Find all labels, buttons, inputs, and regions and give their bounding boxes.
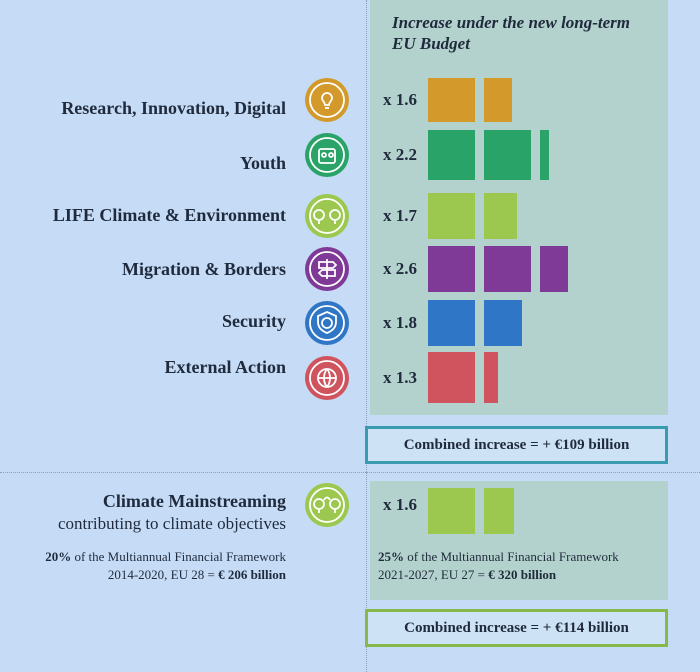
horizontal-divider — [0, 472, 700, 473]
lightbulb-icon — [305, 78, 349, 122]
new-text-2: 2021-2027, EU 27 = — [378, 567, 489, 582]
bar-segment — [484, 300, 522, 346]
bar-segment — [428, 352, 475, 403]
shield-globe-icon — [305, 301, 349, 345]
multiplier-label: x 1.3 — [383, 367, 417, 387]
category-label: Research, Innovation, Digital — [61, 98, 286, 118]
category-label: Security — [222, 311, 286, 331]
bar-segment — [484, 78, 512, 122]
bar-segment — [428, 300, 475, 346]
combined-increase-box: Combined increase = + €109 billion — [365, 426, 668, 464]
category-label: Migration & Borders — [122, 259, 286, 279]
climate-bar-segment — [428, 488, 475, 534]
tree-icon — [305, 483, 349, 527]
combined-increase-climate-text: Combined increase = + €114 billion — [404, 619, 629, 636]
tree-icon — [305, 194, 349, 238]
old-text-2: 2014-2020, EU 28 = — [107, 567, 219, 582]
multiplier-label: x 1.7 — [383, 206, 417, 225]
bar-segment — [484, 246, 531, 292]
climate-multiplier: x 1.6 — [383, 495, 417, 514]
climate-title: Climate Mainstreaming — [102, 491, 286, 511]
old-amount: € 206 billion — [218, 567, 286, 582]
multiplier-label: x 2.2 — [383, 145, 417, 164]
combined-increase-climate-box: Combined increase = + €114 billion — [365, 609, 668, 647]
youth-icon — [305, 133, 349, 177]
old-pct: 20% — [45, 549, 72, 564]
climate-bar-segment — [484, 488, 514, 534]
old-mff-text: 20% of the Multiannual Financial Framewo… — [45, 548, 286, 584]
old-text-1: of the Multiannual Financial Framework — [71, 549, 286, 564]
multiplier-label: x 1.8 — [383, 313, 417, 332]
new-text-1: of the Multiannual Financial Framework — [404, 549, 619, 564]
new-amount: € 320 billion — [488, 567, 557, 582]
combined-increase-text: Combined increase = + €109 billion — [403, 436, 630, 453]
category-label: External Action — [164, 357, 287, 377]
globe-icon — [305, 355, 349, 400]
signpost-icon — [305, 247, 349, 291]
multiplier-label: x 2.6 — [383, 259, 417, 278]
vertical-divider — [366, 0, 367, 472]
climate-panel — [370, 481, 668, 600]
multiplier-label: x 1.6 — [383, 90, 417, 109]
bar-segment — [428, 193, 475, 239]
bar-segment — [484, 352, 498, 403]
chart-title: Increase under the new long-term EU Budg… — [392, 13, 631, 53]
bar-segment — [484, 193, 517, 239]
bar-segment — [484, 130, 531, 180]
bar-segment — [428, 130, 475, 180]
new-pct: 25% — [378, 549, 404, 564]
bar-segment — [428, 246, 475, 292]
bar-segment — [540, 130, 549, 180]
category-label: Youth — [239, 153, 286, 173]
vertical-divider-bottom — [366, 472, 367, 672]
bar-segment — [540, 246, 568, 292]
climate-subtitle: contributing to climate objectives — [57, 514, 286, 533]
category-label: LIFE Climate & Environment — [52, 205, 286, 225]
bar-segment — [428, 78, 475, 122]
new-mff-text: 25% of the Multiannual Financial Framewo… — [378, 548, 619, 584]
